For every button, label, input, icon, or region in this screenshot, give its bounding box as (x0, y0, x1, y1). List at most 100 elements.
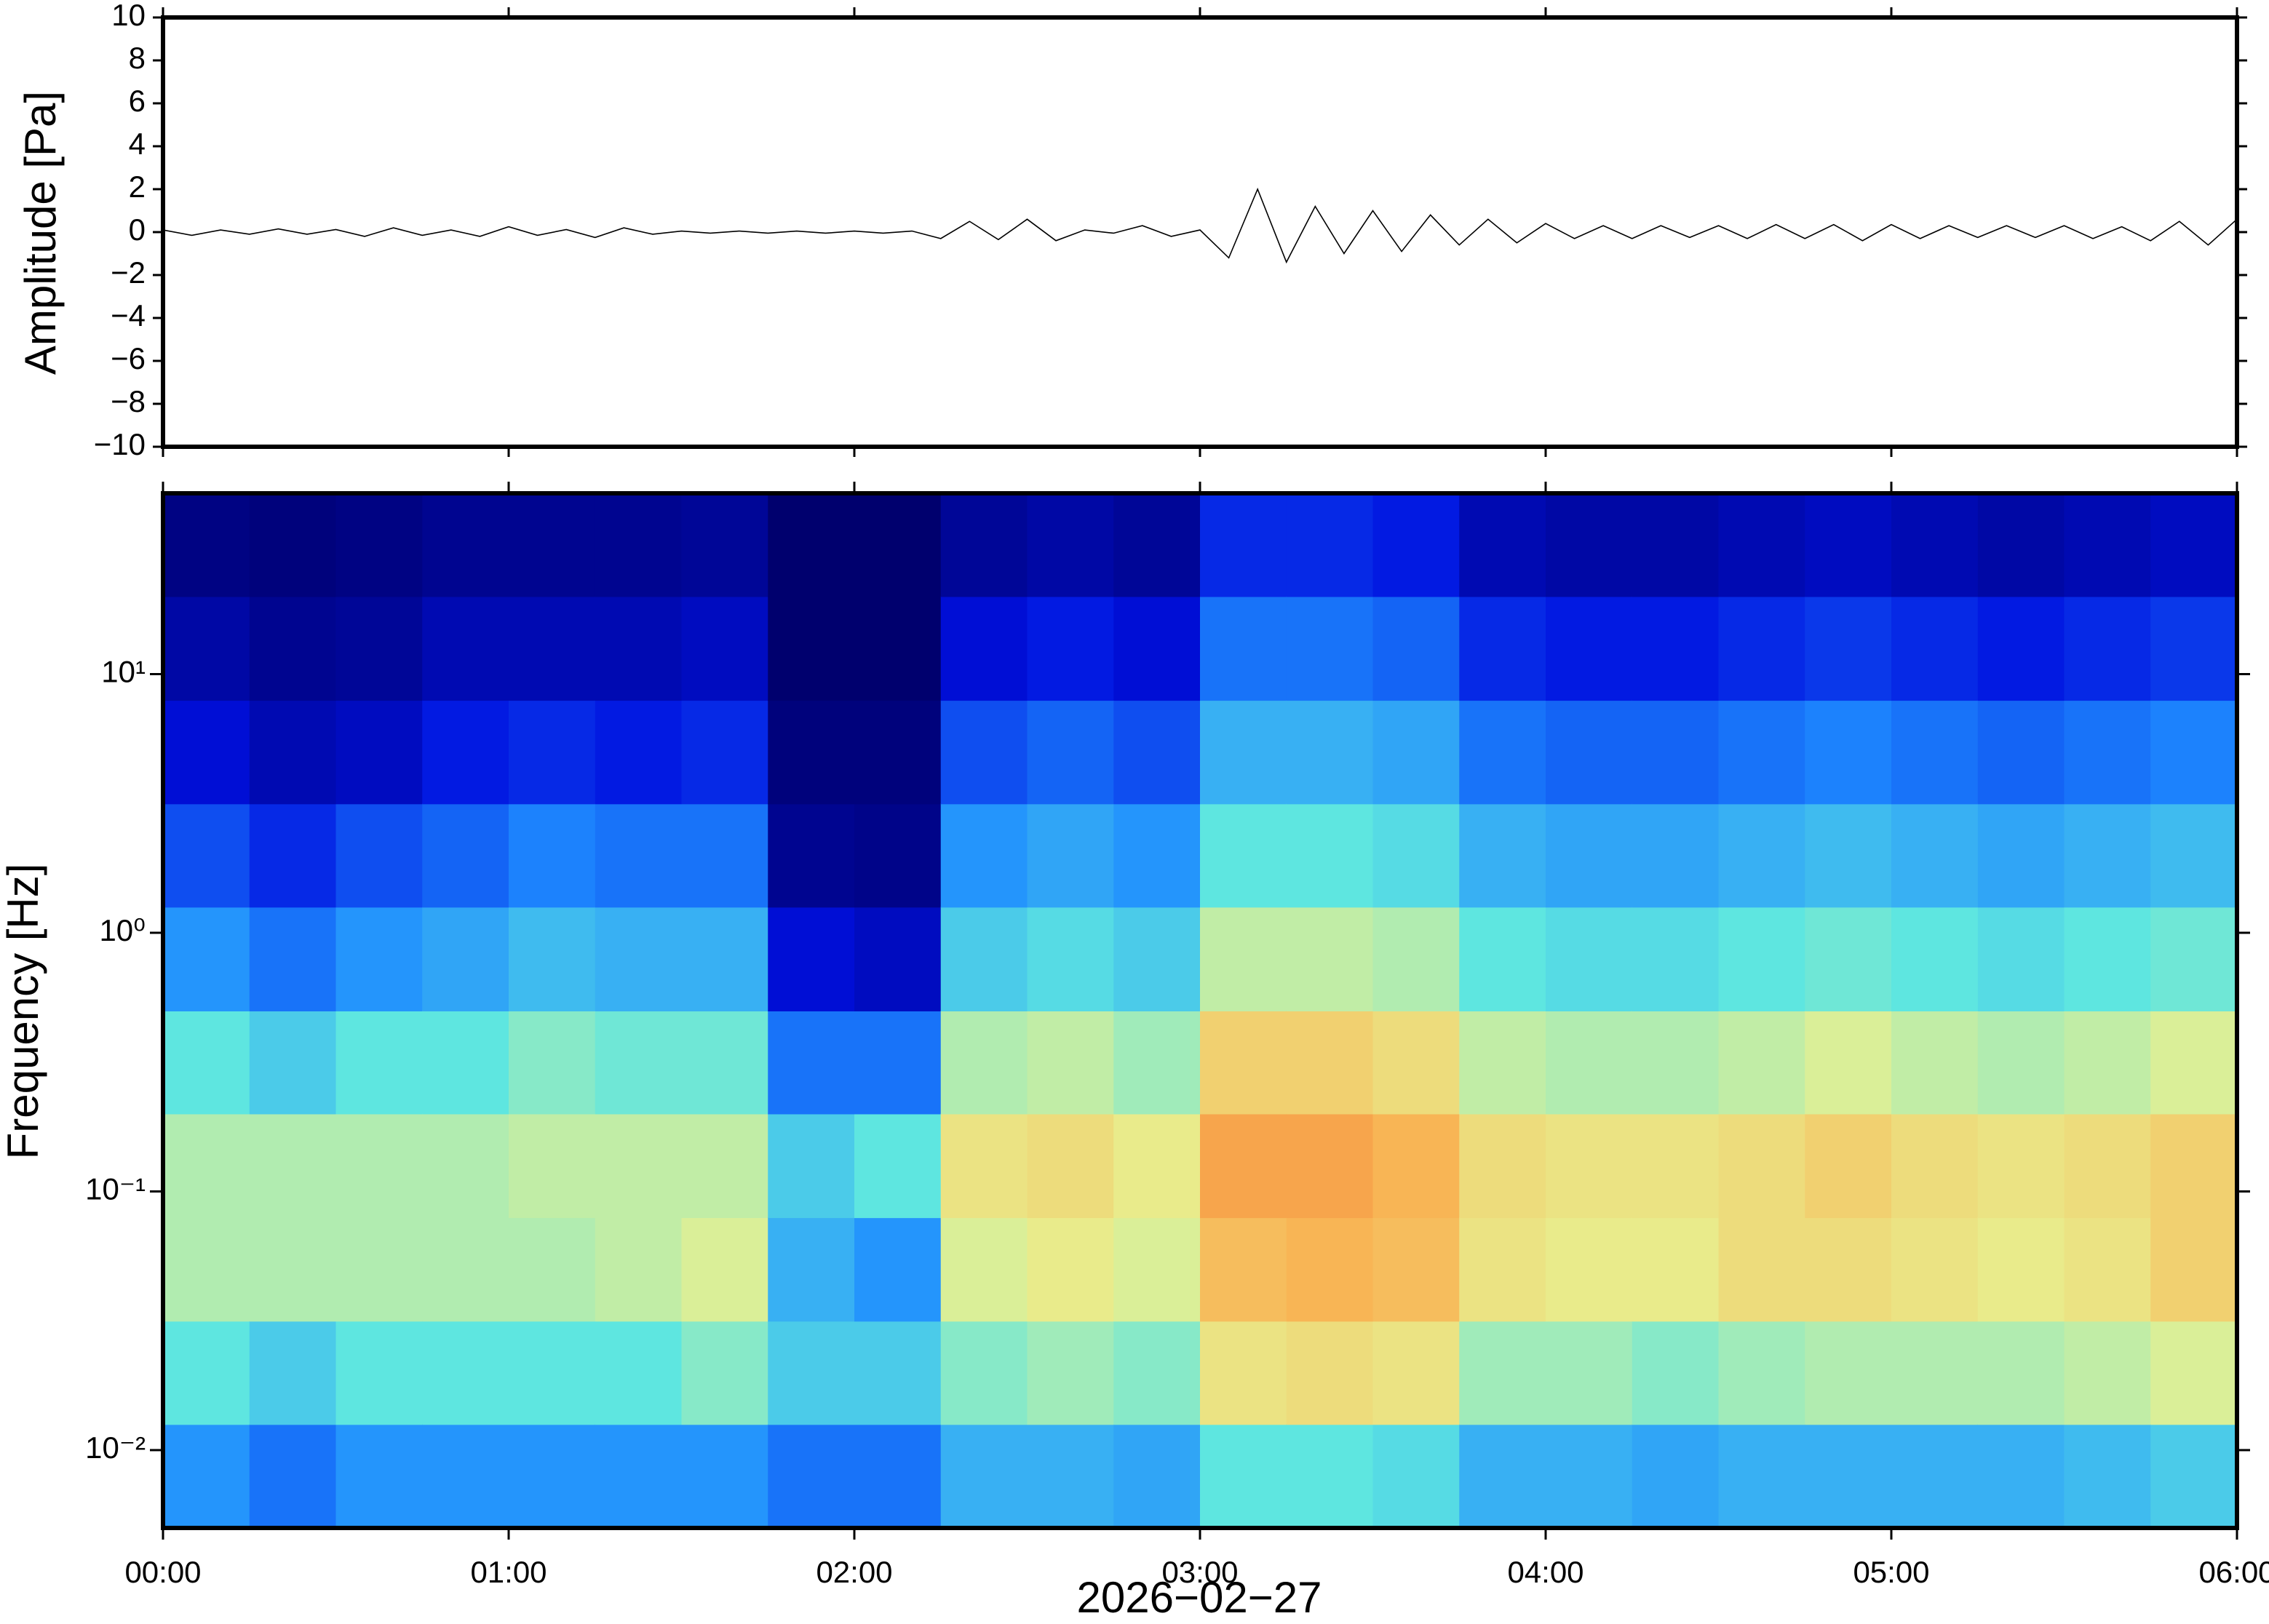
heat-cell (422, 907, 509, 1011)
heat-cell (163, 1011, 250, 1115)
heat-cell (681, 596, 769, 701)
heat-cell (681, 1424, 769, 1529)
heat-cell (1546, 803, 1633, 908)
heat-cell (249, 596, 337, 701)
heat-cell (681, 1011, 769, 1115)
heat-cell (595, 700, 683, 805)
heat-cell (1632, 1424, 1720, 1529)
heat-cell (163, 493, 250, 597)
heat-cell (1546, 1321, 1633, 1425)
heat-cell (163, 1321, 250, 1425)
heat-cell (1632, 1217, 1720, 1322)
heat-cell (1286, 493, 1374, 597)
heat-cell (422, 1113, 509, 1219)
heat-cell (1372, 907, 1461, 1011)
heat-cell (1286, 1011, 1374, 1115)
heat-cell (1200, 1011, 1287, 1115)
heat-cell (681, 700, 769, 805)
heat-cell (1200, 907, 1287, 1011)
heat-cell (1977, 1424, 2065, 1529)
heat-cell (1113, 1011, 1201, 1115)
heat-cell (335, 493, 424, 597)
heat-cell (1546, 1011, 1633, 1115)
heat-cell (1546, 596, 1633, 701)
y-tick-label: 10 (111, 0, 146, 32)
heat-cell (335, 596, 424, 701)
heat-cell (1718, 700, 1806, 805)
heat-cell (1459, 700, 1546, 805)
heat-cell (940, 803, 1028, 908)
x-tick-label: 02:00 (816, 1555, 892, 1589)
heat-cell (422, 1321, 509, 1425)
heat-cell (1718, 1113, 1806, 1219)
heat-cell (509, 1321, 596, 1425)
heat-cell (940, 907, 1028, 1011)
heat-cell (1891, 1321, 1979, 1425)
plot-frame (161, 15, 2239, 449)
heat-cell (1027, 1321, 1115, 1425)
heat-cell (1977, 803, 2065, 908)
heat-cell (163, 1217, 250, 1322)
heat-cell (1891, 907, 1979, 1011)
heat-cell (1459, 1217, 1546, 1322)
heat-cell (2150, 1113, 2238, 1219)
heat-cell (2150, 700, 2238, 805)
x-tick-label: 06:00 (2198, 1555, 2269, 1589)
heat-cell (422, 1424, 509, 1529)
heat-cell (940, 700, 1028, 805)
heat-cell (1805, 1321, 1892, 1425)
heat-cell (2064, 1321, 2152, 1425)
heat-cell (854, 1424, 942, 1529)
heat-cell (1546, 1113, 1633, 1219)
heat-cell (768, 1011, 855, 1115)
heat-cell (940, 596, 1028, 701)
heat-cell (681, 493, 769, 597)
heat-cell (2064, 1113, 2152, 1219)
heat-cell (1113, 803, 1201, 908)
heat-cell (854, 803, 942, 908)
heat-cell (422, 700, 509, 805)
heat-cell (1372, 1424, 1461, 1529)
heat-cell (1891, 1011, 1979, 1115)
heat-cell (1805, 1217, 1892, 1322)
y-tick-label: 2 (129, 170, 146, 204)
heat-cell (1632, 493, 1720, 597)
heat-cell (1977, 1011, 2065, 1115)
heat-cell (2150, 803, 2238, 908)
heat-cell (249, 1321, 337, 1425)
heat-cell (1891, 596, 1979, 701)
heat-cell (595, 1011, 683, 1115)
heat-cell (1027, 907, 1115, 1011)
y-tick-label: −8 (111, 384, 146, 418)
heat-cell (595, 1113, 683, 1219)
heat-cell (1718, 803, 1806, 908)
heat-cell (163, 596, 250, 701)
heat-cell (1286, 596, 1374, 701)
heat-cell (854, 1217, 942, 1322)
heat-cell (1718, 493, 1806, 597)
x-tick-label: 05:00 (1853, 1555, 1929, 1589)
heat-cell (1632, 1113, 1720, 1219)
heat-cell (854, 700, 942, 805)
heat-cell (1546, 1217, 1633, 1322)
heat-cell (1632, 596, 1720, 701)
heat-cell (768, 1321, 855, 1425)
heat-cell (1027, 700, 1115, 805)
heat-cell (509, 1113, 596, 1219)
heat-cell (1200, 803, 1287, 908)
heat-cell (249, 1113, 337, 1219)
heat-cell (2064, 700, 2152, 805)
heat-cell (768, 907, 855, 1011)
heat-cell (1113, 1424, 1201, 1529)
heat-cell (768, 1424, 855, 1529)
heat-cell (681, 1217, 769, 1322)
heat-cell (1891, 700, 1979, 805)
heat-cell (1286, 1424, 1374, 1529)
heat-cell (940, 1424, 1028, 1529)
heat-cell (940, 1321, 1028, 1425)
heat-cell (335, 1011, 424, 1115)
heat-cell (509, 700, 596, 805)
heat-cell (1632, 700, 1720, 805)
heat-cell (768, 596, 855, 701)
heat-cell (1372, 1217, 1461, 1322)
